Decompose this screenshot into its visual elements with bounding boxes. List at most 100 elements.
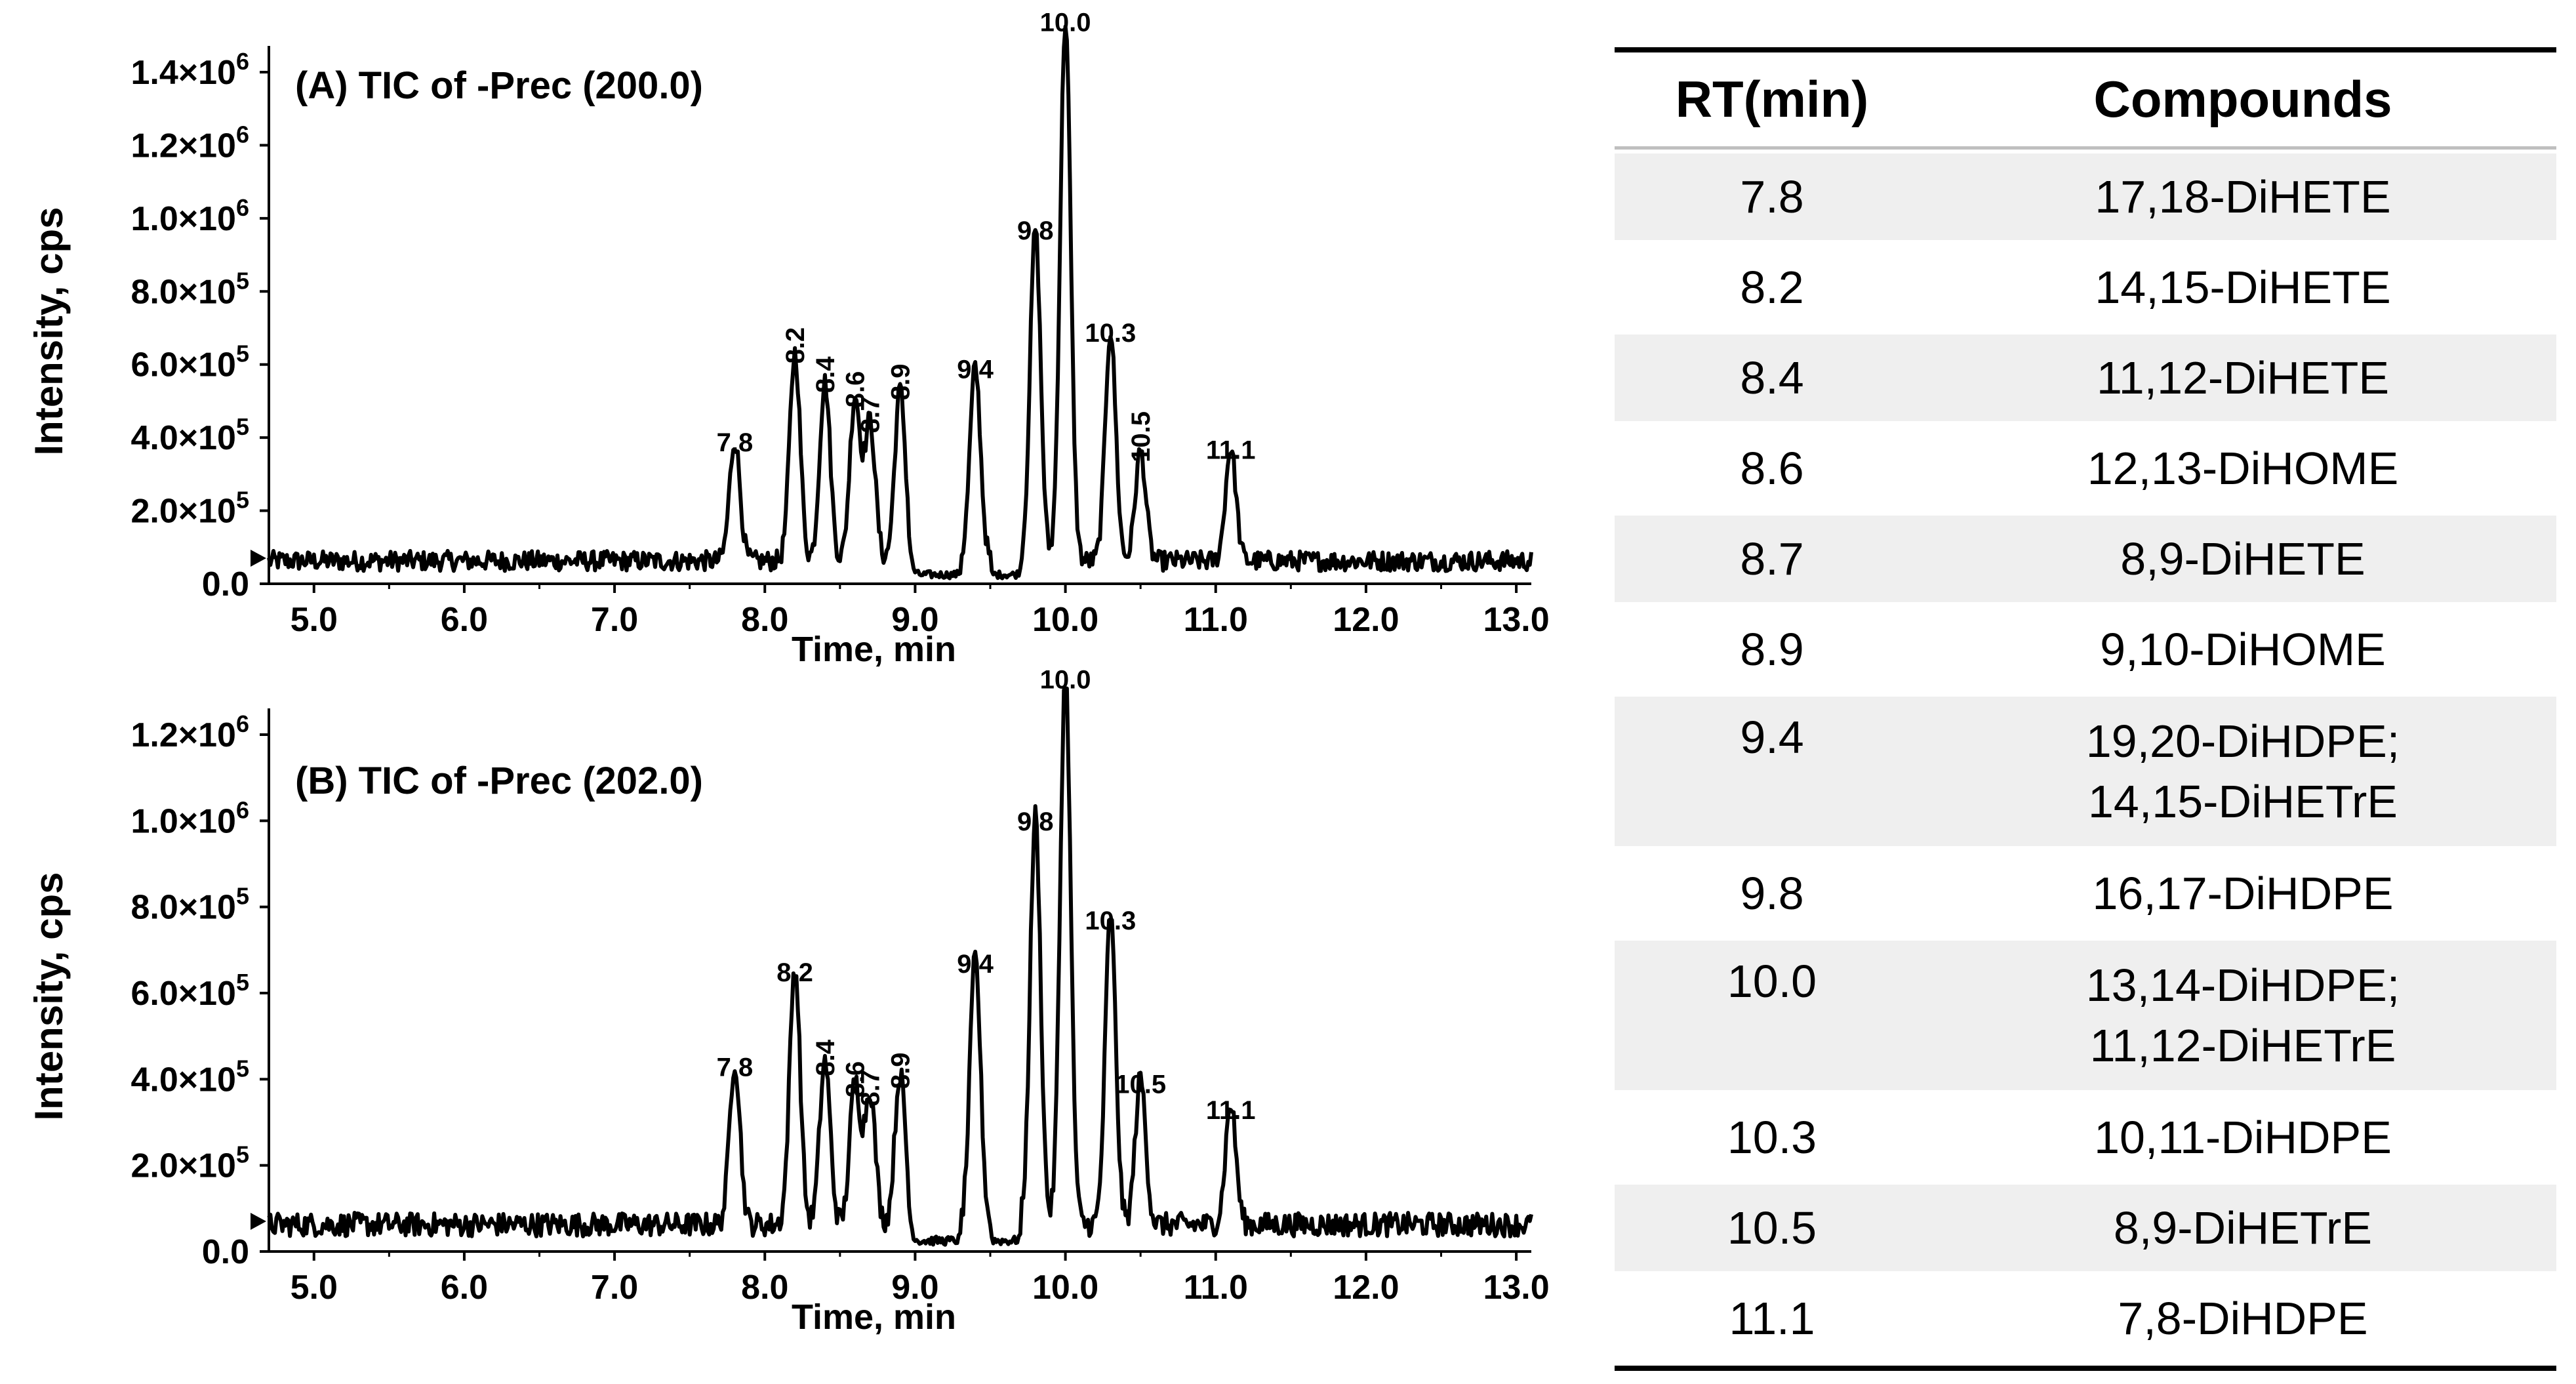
x-tick-label: 5.0 bbox=[291, 601, 338, 639]
row-rt: 10.5 bbox=[1727, 1202, 1817, 1253]
peak-label: 10.3 bbox=[1085, 906, 1136, 935]
table-row: 7.8 17,18-DiHETE bbox=[1615, 153, 2556, 240]
y-axis-label: Intensity, cps bbox=[27, 872, 71, 1121]
table-row: 10.5 8,9-DiHETrE bbox=[1615, 1185, 2556, 1271]
row-compound: 7,8-DiHDPE bbox=[2118, 1293, 2368, 1344]
baseline-marker-icon bbox=[251, 1213, 266, 1231]
table-row: 10.3 10,11-DiHDPE bbox=[1615, 1094, 2556, 1181]
peak-label: 8.9 bbox=[887, 1053, 916, 1089]
table-row: 10.0 13,14-DiHDPE; 11,12-DiHETrE bbox=[1615, 941, 2556, 1090]
table-row: 8.4 11,12-DiHETE bbox=[1615, 335, 2556, 421]
x-tick-label: 9.0 bbox=[891, 1269, 938, 1307]
row-rt: 8.4 bbox=[1740, 352, 1804, 403]
row-compound: 12,13-DiHOME bbox=[2087, 443, 2399, 494]
row-rt: 8.6 bbox=[1740, 443, 1804, 494]
header-rt: RT(min) bbox=[1675, 70, 1869, 128]
peak-label: 11.1 bbox=[1206, 1096, 1256, 1125]
peak-label: 7.8 bbox=[717, 1053, 754, 1082]
x-axis-label: Time, min bbox=[792, 630, 956, 669]
table-row: 9.8 16,17-DiHDPE bbox=[1615, 850, 2556, 937]
row-compound: 16,17-DiHDPE bbox=[2092, 868, 2394, 919]
peak-label: 9.8 bbox=[1017, 807, 1054, 836]
x-tick-label: 10.0 bbox=[1032, 1269, 1098, 1307]
row-compound: 14,15-DiHETE bbox=[2095, 262, 2391, 313]
x-tick-label: 13.0 bbox=[1483, 1269, 1549, 1307]
row-compound: 8,9-DiHETE bbox=[2120, 533, 2365, 584]
x-tick-label: 8.0 bbox=[741, 1269, 788, 1307]
chart-panel-b: 0.0 2.0×105 4.0×105 6.0×105 8.0×105 1.0×106 1.… bbox=[27, 665, 1550, 1337]
y-tick-label: 1.0×106 bbox=[131, 796, 249, 840]
peak-label: 8.7 bbox=[856, 397, 885, 434]
row-rt: 9.8 bbox=[1740, 868, 1804, 919]
y-tick-label: 0.0 bbox=[202, 1233, 249, 1271]
row-compound: 9,10-DiHOME bbox=[2100, 624, 2386, 675]
compound-table: RT(min) Compounds 7.8 17,18-DiHETE 8.2 1… bbox=[1615, 47, 2556, 1371]
row-compound: 19,20-DiHDPE; 14,15-DiHETrE bbox=[1929, 697, 2556, 832]
y-tick-label: 2.0×105 bbox=[131, 487, 249, 531]
peak-label: 10.5 bbox=[1115, 1070, 1166, 1099]
table-row: 9.4 19,20-DiHDPE; 14,15-DiHETrE bbox=[1615, 697, 2556, 846]
x-tick-label: 8.0 bbox=[741, 601, 788, 639]
chart-title: (B) TIC of -Prec (202.0) bbox=[295, 760, 703, 802]
x-tick-label: 5.0 bbox=[291, 1269, 338, 1307]
baseline-marker-icon bbox=[251, 550, 266, 567]
table-row: 8.2 14,15-DiHETE bbox=[1615, 244, 2556, 331]
peak-label: 8.6 bbox=[841, 1061, 870, 1098]
x-tick-label: 11.0 bbox=[1184, 1269, 1248, 1307]
y-tick-label: 1.4×106 bbox=[131, 48, 249, 92]
row-compound: 11,12-DiHETE bbox=[2096, 352, 2390, 403]
table-row: 8.9 9,10-DiHOME bbox=[1615, 606, 2556, 693]
x-tick-label: 11.0 bbox=[1184, 601, 1248, 639]
x-tick-label: 10.0 bbox=[1032, 601, 1098, 639]
row-rt: 7.8 bbox=[1740, 171, 1804, 222]
x-tick-label: 7.0 bbox=[591, 1269, 638, 1307]
row-rt: 8.9 bbox=[1740, 624, 1804, 675]
table-bottom-rule bbox=[1615, 1366, 2556, 1371]
peak-label: 9.4 bbox=[957, 356, 994, 384]
y-tick-label: 1.2×106 bbox=[131, 710, 249, 754]
row-rt: 11.1 bbox=[1729, 1293, 1815, 1344]
row-compound-line-2: 14,15-DiHETrE bbox=[2088, 776, 2398, 827]
peak-label: 10.5 bbox=[1127, 411, 1156, 462]
row-compound: 8,9-DiHETrE bbox=[2113, 1202, 2373, 1253]
y-tick-label: 8.0×105 bbox=[131, 883, 249, 927]
peak-label: 8.2 bbox=[776, 958, 813, 987]
y-tick-label: 6.0×105 bbox=[131, 969, 249, 1013]
row-rt: 8.7 bbox=[1740, 533, 1804, 584]
x-axis-label: Time, min bbox=[792, 1297, 956, 1337]
peak-label: 8.9 bbox=[887, 364, 916, 401]
y-axis-label: Intensity, cps bbox=[27, 207, 71, 456]
row-rt: 9.4 bbox=[1740, 712, 1804, 763]
x-tick-label: 7.0 bbox=[591, 601, 638, 639]
x-tick-label: 13.0 bbox=[1483, 601, 1549, 639]
row-compound-line-1: 13,14-DiHDPE; bbox=[2085, 960, 2400, 1011]
table-header-rule bbox=[1615, 146, 2556, 150]
row-compound: 10,11-DiHDPE bbox=[2094, 1112, 2392, 1163]
y-tick-label: 6.0×105 bbox=[131, 340, 249, 384]
x-tick-label: 12.0 bbox=[1333, 601, 1399, 639]
header-compounds: Compounds bbox=[2093, 70, 2392, 128]
y-tick-label: 4.0×105 bbox=[131, 413, 249, 457]
peak-label: 10.0 bbox=[1040, 8, 1091, 37]
peak-label: 8.2 bbox=[781, 327, 810, 364]
peak-label: 9.8 bbox=[1017, 216, 1054, 245]
table-row: 11.1 7,8-DiHDPE bbox=[1615, 1275, 2556, 1362]
table-top-rule bbox=[1615, 47, 2556, 52]
row-compound-line-1: 19,20-DiHDPE; bbox=[2085, 716, 2400, 767]
row-compound: 17,18-DiHETE bbox=[2095, 171, 2391, 222]
y-tick-label: 0.0 bbox=[202, 565, 249, 603]
peak-label: 11.1 bbox=[1206, 436, 1256, 464]
peak-label: 8.4 bbox=[811, 1039, 840, 1076]
peak-label: 10.3 bbox=[1085, 319, 1136, 348]
y-tick-label: 1.2×106 bbox=[131, 121, 249, 165]
peak-label: 10.0 bbox=[1040, 665, 1091, 694]
peak-label: 8.6 bbox=[841, 371, 870, 408]
peak-label: 7.8 bbox=[717, 428, 754, 457]
table-header: RT(min) Compounds bbox=[1615, 52, 2556, 146]
x-tick-label: 12.0 bbox=[1333, 1269, 1399, 1307]
tic-trace-line bbox=[267, 24, 1533, 580]
y-tick-label: 4.0×105 bbox=[131, 1055, 249, 1099]
row-compound: 13,14-DiHDPE; 11,12-DiHETrE bbox=[1929, 941, 2556, 1076]
x-tick-label: 6.0 bbox=[441, 601, 488, 639]
x-tick-label: 6.0 bbox=[441, 1269, 488, 1307]
